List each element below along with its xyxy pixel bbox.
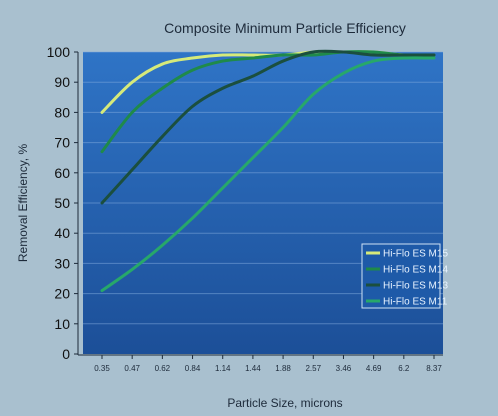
x-tick-label-5: 1.44 — [245, 364, 261, 373]
legend: Hi-Flo ES M15 Hi-Flo ES M14 Hi-Flo ES M13 H… — [361, 243, 448, 309]
y-tick-label-50: 50 — [54, 195, 70, 211]
y-tick-label-100: 100 — [47, 44, 71, 60]
x-tick-label-10: 6.2 — [398, 364, 410, 373]
legend-label-3: Hi-Flo ES M11 — [383, 297, 448, 308]
y-tick-label-70: 70 — [54, 135, 70, 151]
y-tick-label-10: 10 — [54, 316, 70, 332]
x-tick-label-1: 0.47 — [124, 364, 140, 373]
legend-label-2: Hi-Flo ES M13 — [383, 281, 448, 292]
x-tick-label-0: 0.35 — [94, 364, 110, 373]
legend-box — [361, 243, 441, 309]
x-tick-label-3: 0.84 — [185, 364, 201, 373]
x-axis-title: Particle Size, microns — [227, 396, 342, 410]
series-line-2 — [100, 49, 436, 205]
x-tick-label-7: 2.57 — [305, 364, 321, 373]
y-tick-label-20: 20 — [54, 286, 70, 302]
x-tick-label-8: 3.46 — [336, 364, 352, 373]
series-lines — [100, 49, 436, 293]
series-line-3 — [100, 56, 436, 293]
y-tick-label-90: 90 — [54, 74, 70, 90]
y-tick-label-40: 40 — [54, 225, 70, 241]
gridlines — [83, 51, 443, 325]
x-tick-label-6: 1.88 — [275, 364, 291, 373]
legend-label-1: Hi-Flo ES M14 — [383, 265, 448, 276]
legend-label-0: Hi-Flo ES M15 — [383, 249, 448, 260]
x-tick-label-2: 0.62 — [155, 364, 171, 373]
y-tick-label-30: 30 — [54, 255, 70, 271]
x-tick-label-4: 1.14 — [215, 364, 231, 373]
y-tick-label-0: 0 — [62, 346, 70, 362]
y-axis-title: Removal Efficiency, % — [16, 144, 30, 263]
y-tick-label-60: 60 — [54, 165, 70, 181]
x-axis: 0.35 0.47 0.62 0.84 1.14 1.44 1.88 2.57 3.46 4.69… — [94, 355, 442, 373]
y-tick-label-80: 80 — [54, 104, 70, 120]
chart-title: Composite Minimum Particle Efficiency — [164, 20, 406, 36]
x-tick-label-9: 4.69 — [366, 364, 382, 373]
x-tick-label-11: 8.37 — [426, 364, 442, 373]
series-line-1 — [100, 50, 436, 154]
y-axis: 0 10 20 30 40 50 60 70 80 90 100 — [47, 44, 78, 362]
